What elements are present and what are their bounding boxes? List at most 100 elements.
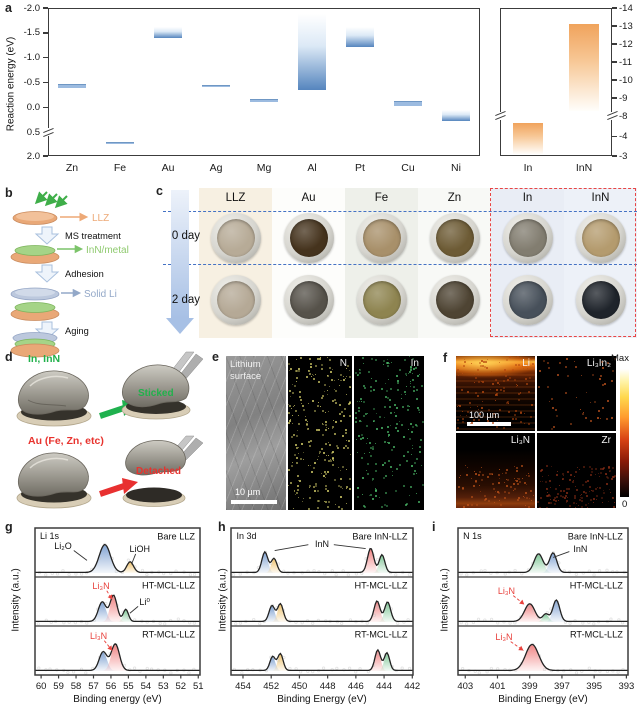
- signal-dot: [332, 460, 334, 462]
- signal-dot: [384, 461, 387, 464]
- signal-dot: [324, 421, 327, 424]
- signal-dot: [344, 429, 347, 432]
- sims-map-li3n: Li₃N: [456, 433, 535, 508]
- reaction-energy-in-inn-tick--3: [612, 155, 617, 157]
- signal-dot: [517, 356, 520, 359]
- signal-dot: [305, 416, 307, 418]
- signal-dot: [528, 377, 531, 380]
- signal-dot: [289, 481, 292, 484]
- pellet-surface: [435, 219, 474, 257]
- signal-dot: [366, 438, 368, 440]
- detached-label: Detached: [136, 466, 181, 477]
- annotation-LiOH: LiOH: [130, 544, 151, 554]
- signal-dot: [515, 470, 518, 473]
- raw-data-marker: [321, 666, 326, 670]
- raw-data-marker: [394, 573, 398, 577]
- signal-dot: [481, 400, 483, 402]
- x-tick-label: 53: [158, 681, 169, 692]
- signal-dot: [304, 419, 307, 422]
- aging-step: Aging: [65, 326, 89, 336]
- signal-dot: [499, 503, 502, 506]
- signal-dot: [296, 492, 299, 495]
- signal-dot: [612, 476, 615, 479]
- signal-dot: [595, 498, 597, 500]
- signal-dot: [320, 448, 323, 451]
- reaction-energy-in-inn-category-In: In: [523, 162, 533, 174]
- signal-dot: [520, 464, 523, 467]
- raw-data-marker: [126, 558, 130, 562]
- signal-dot: [410, 369, 413, 372]
- pellet-0-day-InN: [575, 213, 626, 263]
- signal-dot: [325, 443, 328, 446]
- signal-dot: [580, 494, 582, 496]
- reaction-energy-metals-category-Pt: Pt: [355, 162, 365, 174]
- sem-image-lithium-surface: Lithium surface 10 µm: [226, 356, 286, 510]
- signal-dot: [564, 494, 567, 497]
- signal-dot: [478, 409, 480, 411]
- signal-dot: [415, 366, 418, 369]
- raw-data-marker: [114, 569, 118, 574]
- signal-dot: [408, 406, 410, 408]
- signal-dot: [583, 491, 586, 493]
- signal-dot: [604, 382, 607, 385]
- annotation-leader-line: [106, 590, 113, 600]
- raw-data-marker: [365, 621, 369, 625]
- signal-dot: [327, 505, 330, 508]
- signal-dot: [562, 489, 565, 492]
- signal-dot: [492, 474, 494, 476]
- raw-data-marker: [340, 621, 344, 626]
- signal-dot: [371, 357, 374, 360]
- signal-dot: [520, 412, 523, 415]
- signal-dot: [480, 360, 483, 363]
- column-header-In: In: [522, 192, 533, 204]
- signal-dot: [584, 504, 587, 507]
- signal-dot: [387, 425, 390, 428]
- signal-dot: [589, 402, 591, 403]
- x-tick-label: 454: [235, 681, 251, 692]
- signal-dot: [394, 411, 396, 413]
- plot-border: [34, 527, 201, 676]
- signal-dot: [346, 376, 348, 378]
- pellet-2-day-InN: [575, 275, 626, 325]
- signal-dot: [349, 387, 351, 389]
- raw-data-marker: [503, 572, 507, 576]
- signal-dot: [529, 497, 531, 499]
- pellet-0-day-Zn: [429, 213, 480, 263]
- signal-dot: [607, 467, 610, 470]
- signal-dot: [296, 381, 298, 383]
- reaction-energy-in-inn-tick--11: [612, 61, 617, 63]
- signal-dot: [421, 420, 424, 423]
- signal-dot: [489, 388, 491, 390]
- signal-dot: [513, 490, 515, 492]
- sims-map-li: Li 100 µm: [456, 356, 535, 431]
- signal-dot: [600, 418, 602, 420]
- signal-dot: [515, 385, 517, 387]
- signal-dot: [462, 506, 465, 508]
- reaction-energy-metals-tick-2.0: [43, 155, 48, 157]
- signal-dot: [527, 474, 530, 477]
- signal-dot: [572, 501, 575, 504]
- signal-dot: [392, 470, 394, 472]
- signal-dot: [329, 459, 332, 462]
- signal-dot: [548, 502, 551, 505]
- signal-dot: [289, 395, 291, 397]
- signal-dot: [585, 492, 588, 495]
- raw-data-marker: [311, 621, 315, 625]
- signal-dot: [412, 426, 415, 429]
- signal-dot: [581, 374, 583, 376]
- signal-dot: [328, 427, 330, 429]
- reaction-energy-metals-bar-Fe: [106, 142, 134, 145]
- signal-dot: [402, 484, 405, 487]
- annotation-Bare-InN-LLZ: Bare InN-LLZ: [568, 531, 624, 541]
- signal-dot: [341, 507, 344, 510]
- signal-dot: [328, 501, 331, 504]
- signal-dot: [421, 385, 424, 388]
- annotation-Li⁰: Li⁰: [139, 597, 150, 607]
- signal-dot: [585, 392, 587, 394]
- sem-scale-text: 10 µm: [235, 487, 261, 497]
- signal-dot: [413, 462, 416, 464]
- signal-dot: [394, 414, 397, 417]
- eds-map-indium-label: In: [410, 358, 419, 369]
- signal-dot: [492, 412, 495, 415]
- signal-dot: [467, 504, 470, 507]
